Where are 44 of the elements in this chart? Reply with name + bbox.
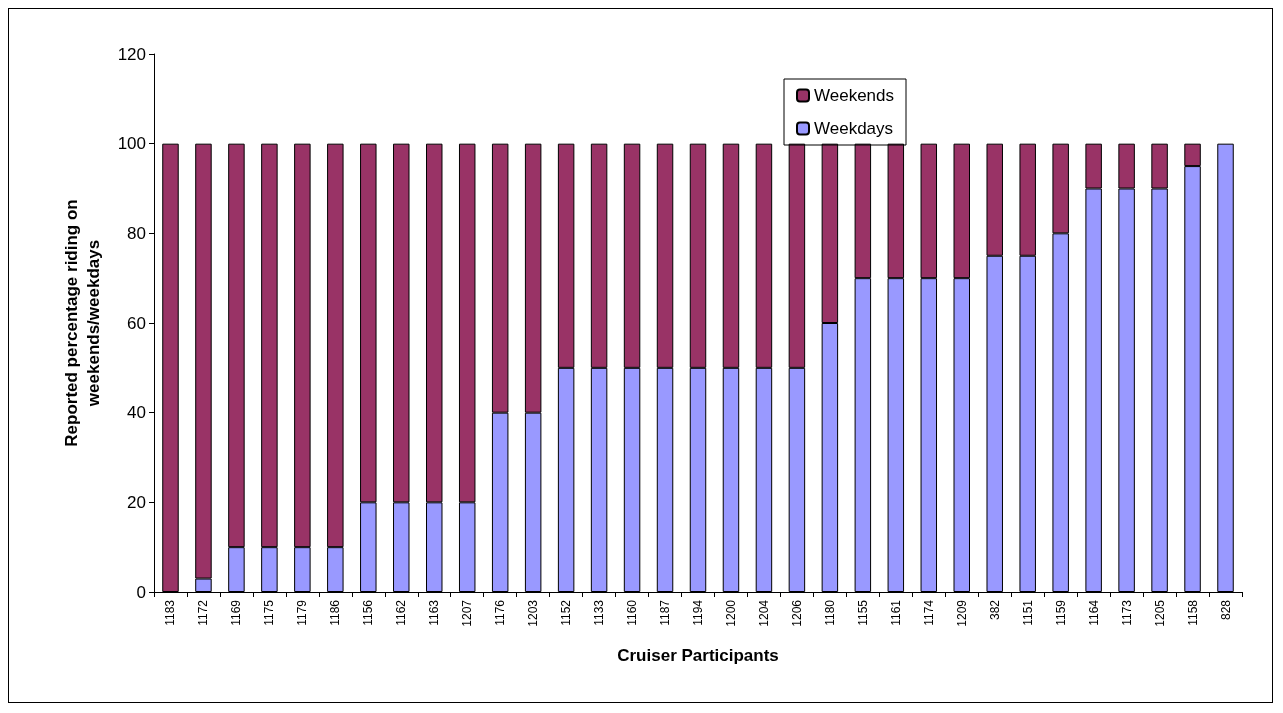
x-tick-label: 1156 — [361, 599, 376, 626]
x-tick-label: 1164 — [1086, 599, 1101, 626]
x-tick-label: 1172 — [196, 599, 211, 626]
x-tick-label: 1205 — [1152, 599, 1167, 627]
x-tick-label: 1207 — [460, 599, 475, 627]
x-tick-label: 1161 — [888, 599, 903, 626]
x-tick-label: 1152 — [559, 599, 574, 626]
x-tick-label: 1176 — [493, 599, 508, 626]
x-tick-label: 1180 — [822, 599, 837, 626]
x-tick-label: 1158 — [1185, 599, 1200, 626]
x-tick-label: 1204 — [756, 599, 771, 627]
x-tick-label: 1155 — [855, 599, 870, 626]
legend-label: Weekdays — [814, 119, 894, 138]
x-tick-label: 1163 — [427, 599, 442, 626]
x-tick-label: 1179 — [295, 599, 310, 626]
x-tick-label: 1175 — [262, 599, 277, 626]
y-tick-label: 0 — [136, 582, 146, 602]
x-tick-label: 1169 — [229, 599, 244, 626]
y-tick-label: 20 — [127, 492, 146, 512]
x-tick-label: 1194 — [691, 599, 705, 626]
x-tick-label: 1133 — [592, 599, 607, 626]
x-tick-label: 1206 — [789, 599, 804, 627]
x-tick-label: 1183 — [163, 599, 178, 626]
x-tick-label: 1186 — [328, 599, 343, 626]
x-tick-label: 1203 — [526, 599, 541, 627]
x-tick-label: 1209 — [954, 599, 969, 627]
y-tick-label: 100 — [117, 134, 146, 154]
y-tick-label: 80 — [127, 223, 146, 243]
y-tick-label: 60 — [127, 313, 146, 333]
x-tick-label: 1160 — [625, 599, 640, 626]
legend-label: Weekends — [814, 86, 895, 105]
x-tick-label: 1174 — [921, 599, 936, 626]
x-tick-label: 1173 — [1119, 599, 1134, 626]
x-tick-label: 828 — [1218, 599, 1233, 621]
x-tick-label: 1159 — [1053, 599, 1068, 626]
x-axis-title: Cruiser Participants — [617, 646, 779, 665]
x-tick-label: 1200 — [723, 599, 738, 627]
x-tick-label: 382 — [987, 599, 1002, 621]
x-tick-label: 1187 — [658, 599, 673, 626]
y-axis-title: Reported percentage riding on weekends/weekdays — [61, 199, 103, 447]
x-tick-label: 1162 — [394, 599, 409, 626]
y-tick-label: 40 — [127, 403, 146, 423]
x-tick-label: 1151 — [1020, 599, 1035, 626]
y-tick-label: 120 — [117, 44, 146, 64]
